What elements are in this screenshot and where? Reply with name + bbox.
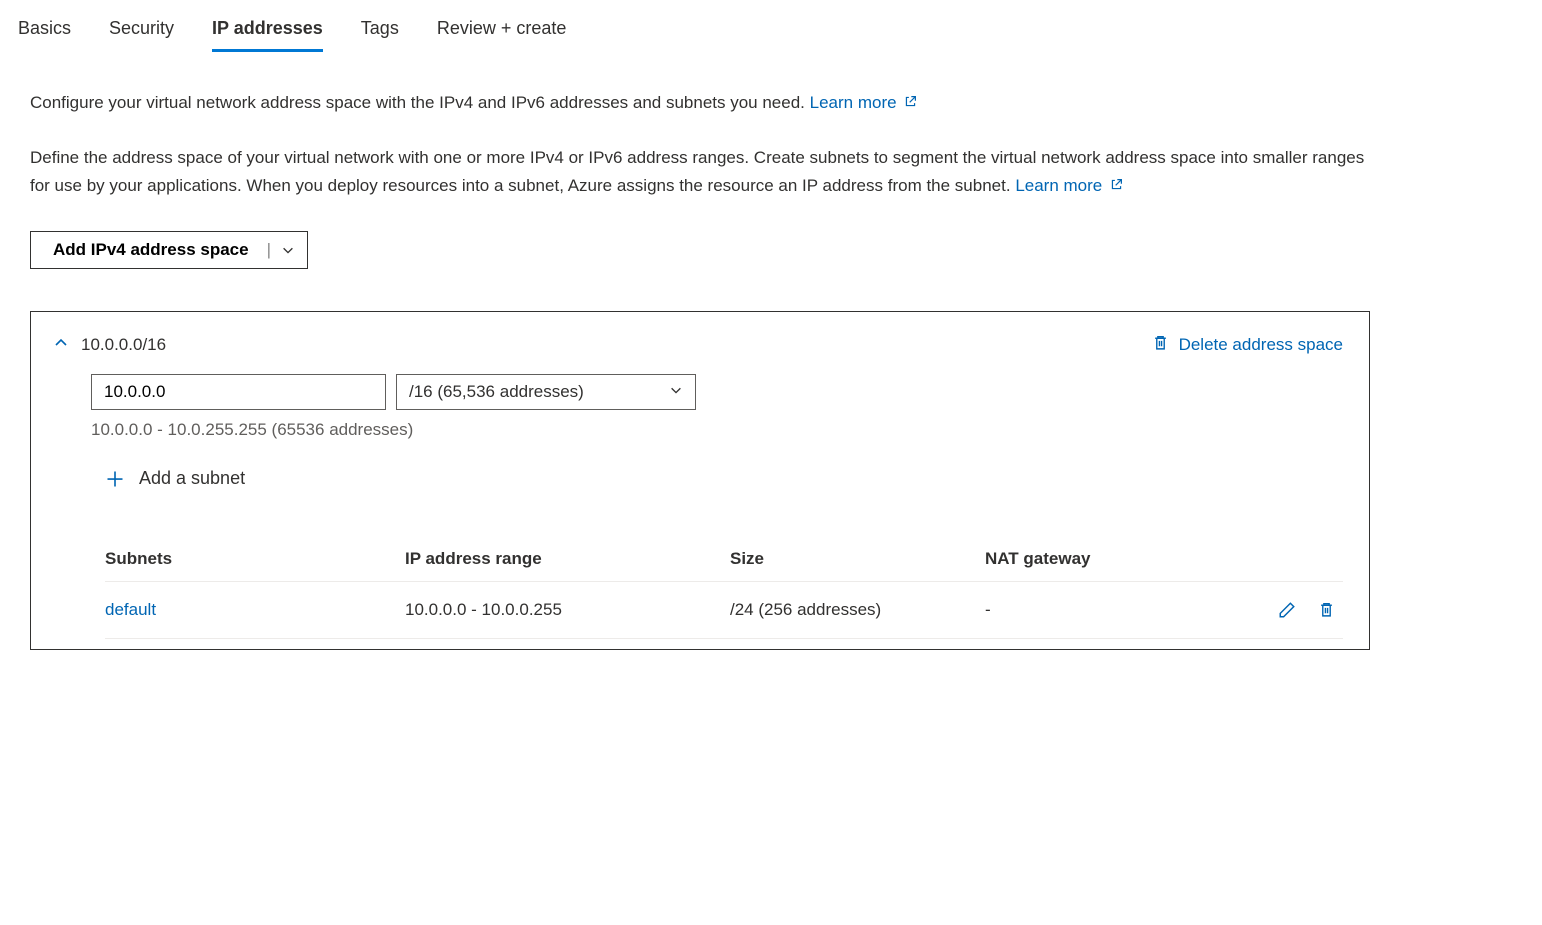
intro-text-1: Configure your virtual network address s…	[30, 93, 805, 112]
edit-subnet-button[interactable]	[1278, 601, 1296, 619]
plus-icon	[105, 469, 125, 489]
table-header-row: Subnets IP address range Size NAT gatewa…	[105, 537, 1343, 582]
learn-more-text-2: Learn more	[1015, 176, 1102, 195]
chevron-down-icon	[281, 243, 295, 257]
chevron-up-icon[interactable]	[53, 335, 69, 355]
external-link-icon	[904, 90, 917, 116]
add-subnet-button[interactable]: Add a subnet	[105, 468, 1343, 489]
trash-icon	[1152, 334, 1169, 356]
address-inputs-row: /16 (65,536 addresses)	[91, 374, 1343, 410]
tab-security[interactable]: Security	[109, 10, 174, 52]
address-space-panel: 10.0.0.0/16 Delete address space /16 (65…	[30, 311, 1370, 650]
learn-more-text-1: Learn more	[810, 93, 897, 112]
button-separator: |	[267, 240, 271, 260]
intro-text-2: Define the address space of your virtual…	[30, 148, 1364, 196]
address-range-hint: 10.0.0.0 - 10.0.255.255 (65536 addresses…	[91, 420, 1343, 440]
learn-more-link-1[interactable]: Learn more	[810, 93, 918, 112]
tab-bar: Basics Security IP addresses Tags Review…	[0, 0, 1542, 52]
subnet-table: Subnets IP address range Size NAT gatewa…	[105, 537, 1343, 639]
external-link-icon	[1110, 172, 1123, 201]
table-row: default 10.0.0.0 - 10.0.0.255 /24 (256 a…	[105, 582, 1343, 639]
prefix-size-label: /16 (65,536 addresses)	[409, 382, 584, 402]
delete-address-space-label: Delete address space	[1179, 335, 1343, 355]
delete-address-space-button[interactable]: Delete address space	[1152, 334, 1343, 356]
learn-more-link-2[interactable]: Learn more	[1015, 176, 1123, 195]
subnet-size: /24 (256 addresses)	[730, 600, 985, 620]
intro-line-2: Define the address space of your virtual…	[30, 144, 1370, 202]
chevron-down-icon	[669, 382, 683, 402]
intro-line-1: Configure your virtual network address s…	[30, 90, 1370, 116]
subnet-range: 10.0.0.0 - 10.0.0.255	[405, 600, 730, 620]
address-space-cidr: 10.0.0.0/16	[81, 335, 166, 355]
address-space-header: 10.0.0.0/16 Delete address space	[53, 334, 1343, 356]
tab-tags[interactable]: Tags	[361, 10, 399, 52]
tab-review-create[interactable]: Review + create	[437, 10, 567, 52]
add-subnet-label: Add a subnet	[139, 468, 245, 489]
header-subnets: Subnets	[105, 549, 405, 569]
subnet-name-link[interactable]: default	[105, 600, 156, 619]
tab-ip-addresses[interactable]: IP addresses	[212, 10, 323, 52]
prefix-size-select[interactable]: /16 (65,536 addresses)	[396, 374, 696, 410]
main-content: Configure your virtual network address s…	[0, 52, 1400, 670]
address-space-header-left: 10.0.0.0/16	[53, 335, 166, 355]
add-button-label: Add IPv4 address space	[53, 240, 249, 260]
subnet-nat: -	[985, 600, 1185, 620]
delete-subnet-button[interactable]	[1318, 601, 1335, 619]
header-nat-gateway: NAT gateway	[985, 549, 1185, 569]
ip-address-input[interactable]	[91, 374, 386, 410]
header-size: Size	[730, 549, 985, 569]
add-ipv4-address-space-button[interactable]: Add IPv4 address space |	[30, 231, 308, 269]
header-ip-range: IP address range	[405, 549, 730, 569]
tab-basics[interactable]: Basics	[18, 10, 71, 52]
